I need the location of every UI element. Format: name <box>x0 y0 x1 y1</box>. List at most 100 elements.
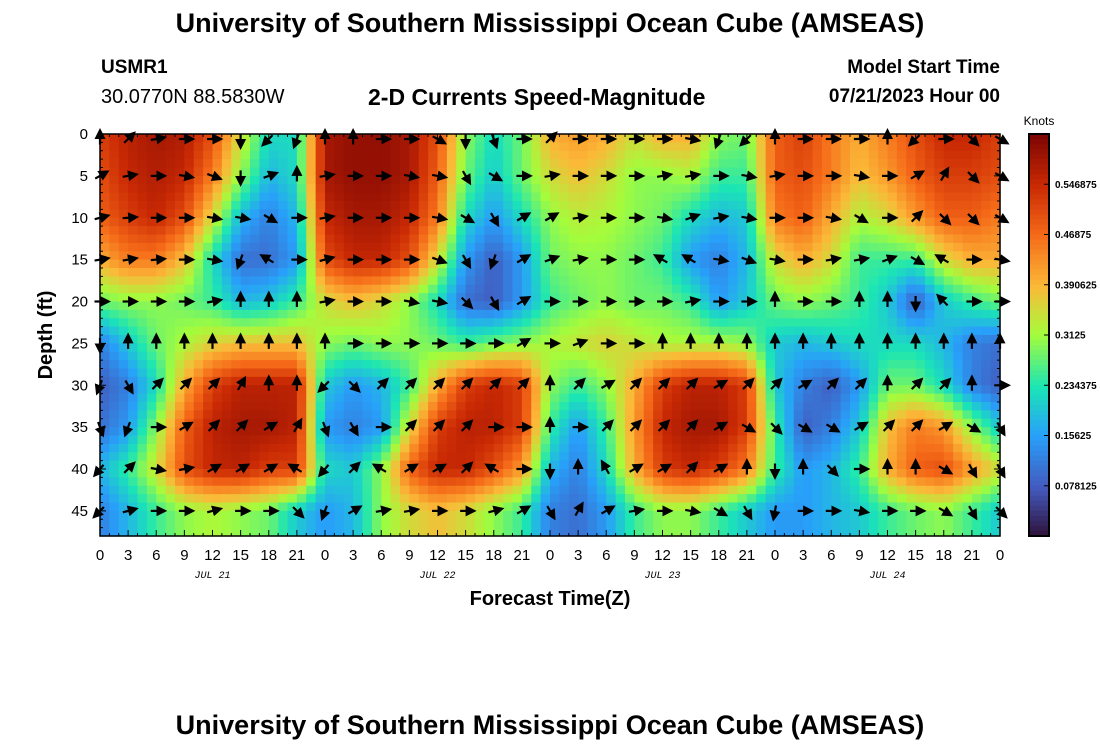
heatmap-cell <box>671 418 682 428</box>
heatmap-cell <box>325 393 335 403</box>
heatmap-cell <box>503 502 514 512</box>
heatmap-cell <box>156 519 167 529</box>
heatmap-cell <box>484 142 495 152</box>
heatmap-cell <box>568 268 579 277</box>
heatmap-cell <box>990 217 1001 227</box>
heatmap-cell <box>990 150 1001 160</box>
heatmap-cell <box>925 142 935 152</box>
heatmap-cell <box>278 435 289 445</box>
heatmap-cell <box>212 226 223 236</box>
heatmap-cell <box>671 385 682 395</box>
heatmap-cell <box>840 159 851 169</box>
heatmap-cell <box>353 309 364 319</box>
heatmap-cell <box>137 150 148 160</box>
heatmap-cell <box>662 410 673 420</box>
heatmap-cell <box>625 502 635 512</box>
heatmap-cell <box>821 385 832 395</box>
heatmap-cell <box>315 368 326 378</box>
heatmap-cell <box>990 452 1001 462</box>
current-vector-arrow <box>431 254 448 265</box>
heatmap-cell <box>831 326 842 336</box>
heatmap-cell <box>400 201 410 210</box>
heatmap-cell <box>596 452 607 462</box>
heatmap-cell <box>287 502 298 512</box>
heatmap-cell <box>784 192 795 202</box>
heatmap-cell <box>878 259 889 269</box>
heatmap-cell <box>446 184 457 194</box>
heatmap-cell <box>156 368 167 378</box>
heatmap-cell <box>400 335 410 344</box>
heatmap-cell <box>475 335 485 344</box>
heatmap-cell <box>925 351 935 361</box>
heatmap-cell <box>756 301 767 311</box>
heatmap-cell <box>568 309 579 319</box>
heatmap-cell <box>568 494 579 504</box>
heatmap-cell <box>343 376 354 386</box>
heatmap-cell <box>231 192 242 202</box>
heatmap-cell <box>521 427 532 437</box>
heatmap-cell <box>184 268 195 277</box>
heatmap-cell <box>765 251 776 261</box>
heatmap-cell <box>587 335 598 344</box>
heatmap-cell <box>493 226 504 236</box>
heatmap-cell <box>400 385 410 395</box>
heatmap-cell <box>681 494 692 504</box>
heatmap-cell <box>728 192 739 202</box>
heatmap-cell <box>784 167 795 177</box>
heatmap-cell <box>812 360 823 370</box>
heatmap-cell <box>137 251 148 261</box>
heatmap-cell <box>315 443 326 453</box>
heatmap-cell <box>915 494 926 504</box>
heatmap-cell <box>428 494 439 504</box>
heatmap-cell <box>887 351 898 361</box>
heatmap-cell <box>175 485 185 495</box>
heatmap-cell <box>212 402 223 411</box>
heatmap-cell <box>821 418 832 428</box>
heatmap-cell <box>437 427 448 437</box>
heatmap-cell <box>465 134 476 143</box>
heatmap-cell <box>475 201 485 210</box>
heatmap-cell <box>925 385 935 395</box>
heatmap-cell <box>925 494 935 504</box>
heatmap-cell <box>315 402 326 411</box>
heatmap-cell <box>371 443 382 453</box>
heatmap-cell <box>118 326 129 336</box>
heatmap-cell <box>775 527 785 537</box>
heatmap-cell <box>746 477 757 487</box>
heatmap-cell <box>812 343 823 353</box>
heatmap-cell <box>240 159 251 169</box>
heatmap-cell <box>896 360 907 370</box>
heatmap-cell <box>381 360 392 370</box>
heatmap-cell <box>653 150 664 160</box>
heatmap-cell <box>184 510 195 520</box>
heatmap-cell <box>906 326 917 336</box>
heatmap-cell <box>700 510 710 520</box>
heatmap-cell <box>971 368 982 378</box>
heatmap-cell <box>221 443 232 453</box>
heatmap-cell <box>690 494 701 504</box>
heatmap-cell <box>681 234 692 244</box>
heatmap-cell <box>353 259 364 269</box>
heatmap-cell <box>653 209 664 219</box>
heatmap-cell <box>362 326 373 336</box>
heatmap-cell <box>109 159 120 169</box>
heatmap-cell <box>709 192 720 202</box>
heatmap-cell <box>578 527 589 537</box>
heatmap-cell <box>915 284 926 294</box>
heatmap-cell <box>709 226 720 236</box>
heatmap-cell <box>268 268 279 277</box>
heatmap-cell <box>821 502 832 512</box>
heatmap-cell <box>465 226 476 236</box>
heatmap-cell <box>540 494 551 504</box>
heatmap-cell <box>756 485 767 495</box>
current-vector-arrow <box>967 171 980 184</box>
heatmap-cell <box>765 242 776 252</box>
heatmap-cell <box>831 301 842 311</box>
current-vector-arrow <box>967 213 980 226</box>
heatmap-cell <box>915 343 926 353</box>
heatmap-cell <box>334 343 345 353</box>
heatmap-cell <box>578 226 589 236</box>
heatmap-cell <box>231 242 242 252</box>
heatmap-cell <box>146 485 157 495</box>
heatmap-cell <box>812 301 823 311</box>
